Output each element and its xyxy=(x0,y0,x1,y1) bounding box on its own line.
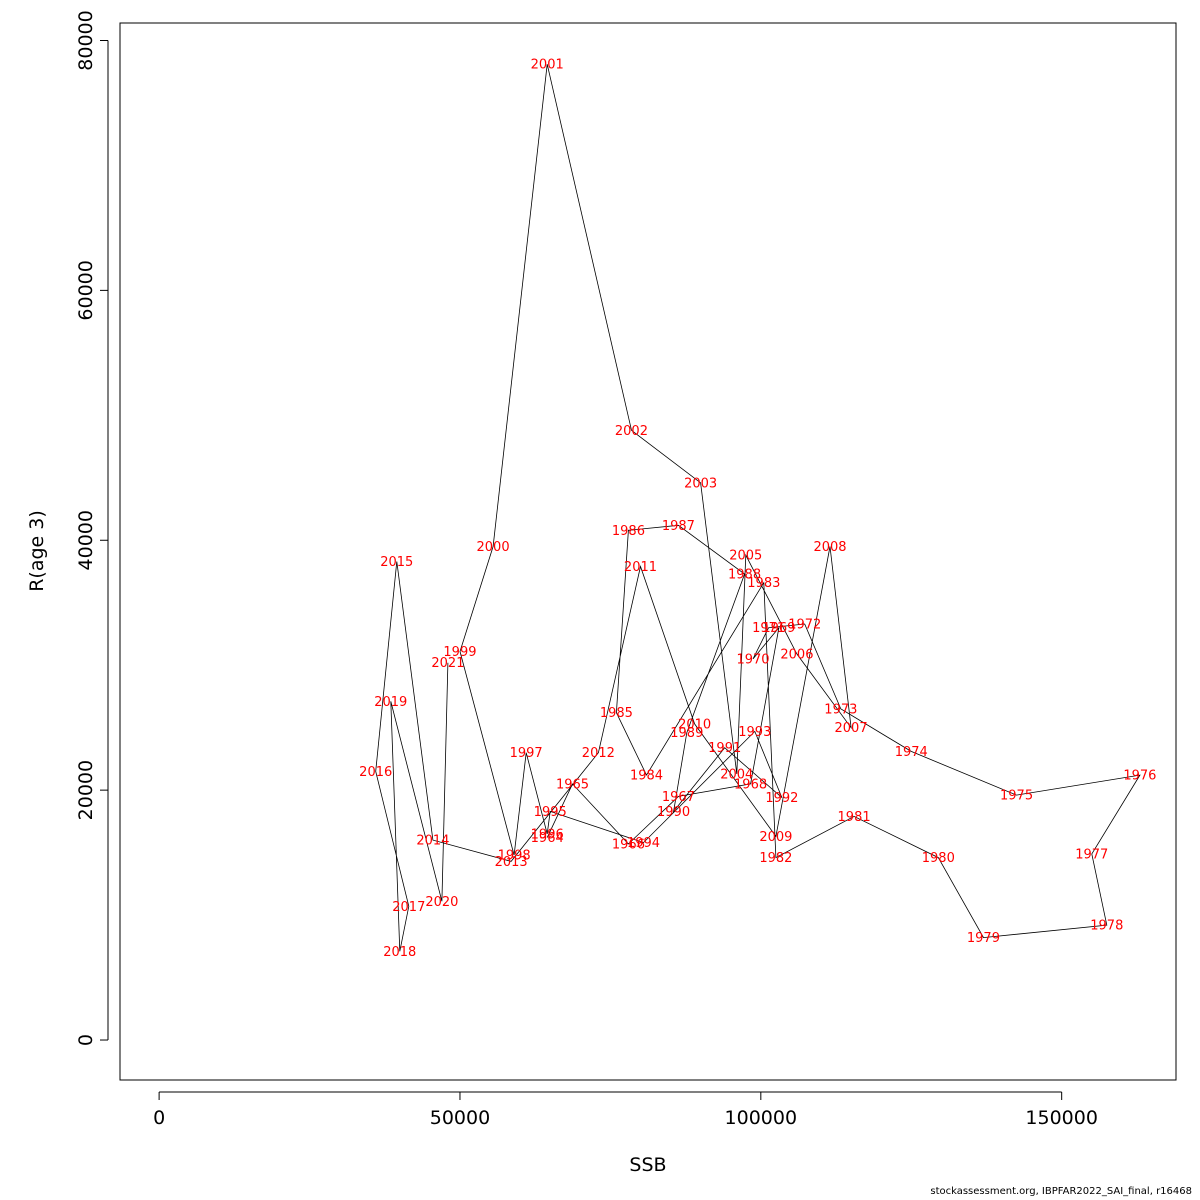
point-label-1999: 1999 xyxy=(443,645,476,660)
x-tick-label: 100000 xyxy=(725,1107,798,1129)
trajectory-line xyxy=(375,64,1141,952)
x-tick-label: 150000 xyxy=(1025,1107,1098,1129)
point-label-2010: 2010 xyxy=(678,717,711,732)
point-label-1995: 1995 xyxy=(534,805,567,820)
point-label-2004: 2004 xyxy=(720,767,753,782)
point-label-1976: 1976 xyxy=(1123,769,1156,784)
point-label-1967: 1967 xyxy=(662,790,695,805)
point-label-2003: 2003 xyxy=(684,476,717,491)
point-label-1982: 1982 xyxy=(759,851,792,866)
point-label-2007: 2007 xyxy=(835,721,868,736)
point-label-1980: 1980 xyxy=(922,851,955,866)
point-label-1969: 1969 xyxy=(762,621,795,636)
point-label-2016: 2016 xyxy=(359,765,392,780)
point-label-1970: 1970 xyxy=(736,652,769,667)
point-label-1974: 1974 xyxy=(895,745,928,760)
point-label-1972: 1972 xyxy=(788,617,821,632)
point-label-1991: 1991 xyxy=(708,741,741,756)
point-label-2020: 2020 xyxy=(425,895,458,910)
point-label-2015: 2015 xyxy=(380,555,413,570)
y-tick-label: 80000 xyxy=(75,10,97,70)
point-label-1983: 1983 xyxy=(747,576,780,591)
point-label-2013: 2013 xyxy=(495,855,528,870)
point-label-2006: 2006 xyxy=(780,647,813,662)
point-label-2018: 2018 xyxy=(383,945,416,960)
point-label-1987: 1987 xyxy=(662,519,695,534)
point-label-1966: 1966 xyxy=(612,837,645,852)
axes: 0 50000 100000 150000 0 20000 40000 60000 80000 xyxy=(75,10,1098,1129)
point-label-1994: 1994 xyxy=(627,836,660,851)
point-label-2000: 2000 xyxy=(477,540,510,555)
y-tick-label: 0 xyxy=(75,1034,97,1046)
footer-credit: stockassessment.org, IBPFAR2022_SAI_fina… xyxy=(930,1186,1192,1197)
y-tick-label: 40000 xyxy=(75,510,97,570)
point-labels: 1964 1965 1966 1967 1968 1969 1970 1971 1972 1973… xyxy=(359,58,1156,960)
point-label-1996: 1996 xyxy=(531,827,564,842)
point-label-1975: 1975 xyxy=(1000,789,1033,804)
point-label-1968: 1968 xyxy=(734,777,767,792)
point-label-2005: 2005 xyxy=(729,549,762,564)
point-label-2012: 2012 xyxy=(582,746,615,761)
point-label-1993: 1993 xyxy=(738,725,771,740)
plot-frame xyxy=(119,22,1177,1081)
point-label-1981: 1981 xyxy=(838,810,871,825)
point-label-1965: 1965 xyxy=(556,777,589,792)
point-label-2008: 2008 xyxy=(813,540,846,555)
point-label-1978: 1978 xyxy=(1090,919,1123,934)
point-label-2002: 2002 xyxy=(615,424,648,439)
y-tick-label: 60000 xyxy=(75,260,97,320)
x-tick-label: 0 xyxy=(153,1107,165,1129)
point-label-1986: 1986 xyxy=(612,524,645,539)
point-label-1990: 1990 xyxy=(657,805,690,820)
y-axis-title: R(age 3) xyxy=(26,510,48,592)
point-label-1979: 1979 xyxy=(967,931,1000,946)
point-label-2021: 2021 xyxy=(431,656,464,671)
point-label-2009: 2009 xyxy=(759,830,792,845)
point-label-2011: 2011 xyxy=(624,560,657,575)
point-label-1977: 1977 xyxy=(1075,847,1108,862)
point-label-2017: 2017 xyxy=(392,900,425,915)
point-label-1992: 1992 xyxy=(765,791,798,806)
point-label-1973: 1973 xyxy=(824,702,857,717)
point-label-1985: 1985 xyxy=(600,706,633,721)
point-label-1984: 1984 xyxy=(630,769,663,784)
point-label-1988: 1988 xyxy=(728,567,761,582)
y-tick-label: 20000 xyxy=(75,760,97,820)
point-label-1997: 1997 xyxy=(510,746,543,761)
point-label-2019: 2019 xyxy=(374,695,407,710)
point-label-1998: 1998 xyxy=(498,849,531,864)
point-label-1964: 1964 xyxy=(531,831,564,846)
point-label-2001: 2001 xyxy=(531,58,564,73)
x-tick-label: 50000 xyxy=(430,1107,490,1129)
point-label-1971: 1971 xyxy=(752,621,785,636)
point-label-1989: 1989 xyxy=(670,726,703,741)
x-axis-title: SSB xyxy=(629,1154,666,1176)
point-label-2014: 2014 xyxy=(416,834,449,849)
